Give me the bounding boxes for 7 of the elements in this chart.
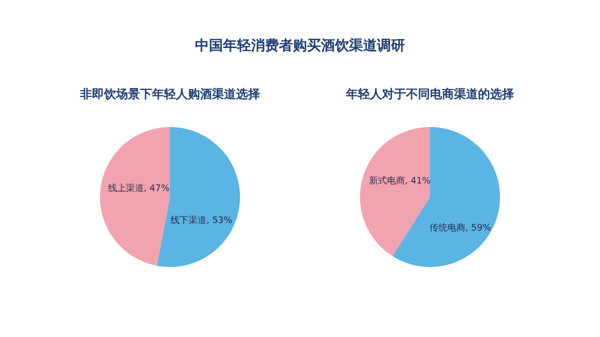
chart-subtitle: 年轻人对于不同电商渠道的选择 — [345, 87, 514, 101]
chart-subtitle: 非即饮场景下年轻人购酒渠道选择 — [79, 87, 260, 101]
text: 中国年轻消费者购买酒饮渠道调研 — [195, 37, 405, 54]
slice-label: 传统电商, 59% — [429, 222, 492, 234]
slice-label: 线上渠道, 47% — [108, 183, 170, 194]
slice-label: 新式电商, 41% — [368, 175, 432, 186]
slice-label: 线下渠道, 53% — [170, 214, 233, 226]
